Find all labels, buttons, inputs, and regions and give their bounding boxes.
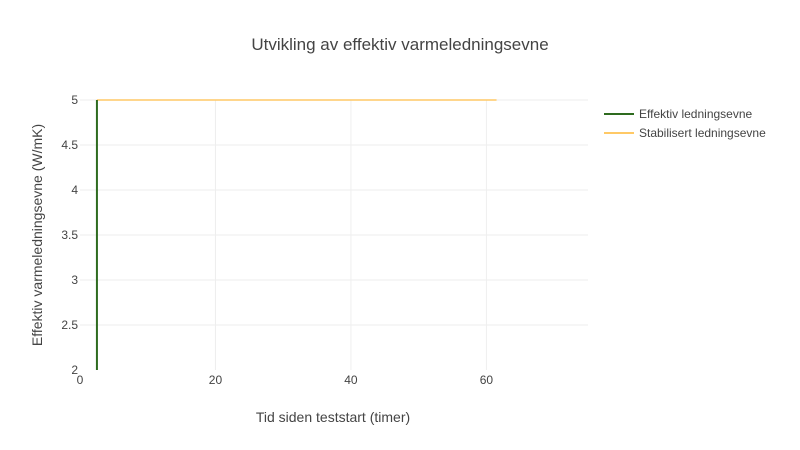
legend: Effektiv ledningsevne Stabilisert lednin… <box>604 107 766 140</box>
y-tick-label: 4 <box>71 183 78 197</box>
x-axis-title: Tid siden teststart (timer) <box>256 409 410 425</box>
y-tick-label: 2.5 <box>61 318 78 332</box>
axis-layer: 0 20 40 60 2 2.5 3 3.5 4 4.5 5 <box>61 93 493 387</box>
legend-item-effektiv[interactable]: Effektiv ledningsevne <box>604 107 753 121</box>
y-axis-title: Effektiv varmeledningsevne (W/mK) <box>29 124 45 346</box>
series-layer <box>95 99 497 370</box>
x-tick-label: 20 <box>209 373 223 387</box>
y-tick-label: 5 <box>71 93 78 107</box>
legend-label-effektiv: Effektiv ledningsevne <box>639 107 753 121</box>
y-tick-label: 4.5 <box>61 138 78 152</box>
grid-layer <box>80 99 588 370</box>
x-tick-label: 0 <box>77 373 84 387</box>
y-tick-label: 3 <box>71 273 78 287</box>
y-tick-label: 2 <box>71 363 78 377</box>
x-tick-label: 40 <box>344 373 358 387</box>
legend-item-stabilisert[interactable]: Stabilisert ledningsevne <box>604 126 766 140</box>
x-tick-label: 60 <box>480 373 494 387</box>
y-tick-label: 3.5 <box>61 228 78 242</box>
legend-label-stabilisert: Stabilisert ledningsevne <box>639 126 766 140</box>
chart-title: Utvikling av effektiv varmeledningsevne <box>251 35 548 54</box>
